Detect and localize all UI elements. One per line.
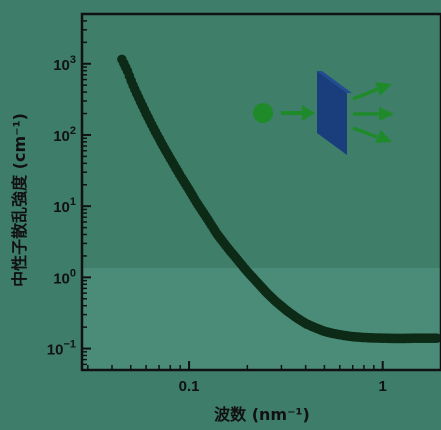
x-axis: 0.1 1 <box>87 361 441 395</box>
y-tick-label: 102 <box>53 125 76 145</box>
plot-border <box>80 12 441 372</box>
scattering-diagram <box>253 71 394 155</box>
plot-frame <box>80 12 441 372</box>
x-tick-label: 0.1 <box>179 378 200 395</box>
x-axis-title: 波数 (nm⁻¹) <box>214 405 310 424</box>
y-tick-label: 100 <box>53 267 76 287</box>
scattered-arrows-icon <box>352 82 394 143</box>
y-axis: 10−1 100 101 102 103 <box>47 13 91 371</box>
incident-arrow-icon <box>281 105 315 121</box>
sample-plate-icon <box>317 71 347 155</box>
y-tick-label: 101 <box>53 196 76 216</box>
data-points <box>117 54 441 344</box>
sample-plate-edge <box>317 71 352 93</box>
plot-background <box>82 14 441 370</box>
neutron-particle-icon <box>253 103 273 123</box>
data-point <box>431 333 441 343</box>
x-tick-label: 1 <box>379 378 387 395</box>
y-tick-label: 103 <box>53 54 76 74</box>
y-axis-title: 中性子散乱強度 (cm⁻¹) <box>10 113 29 287</box>
y-tick-label: 10−1 <box>47 339 76 359</box>
